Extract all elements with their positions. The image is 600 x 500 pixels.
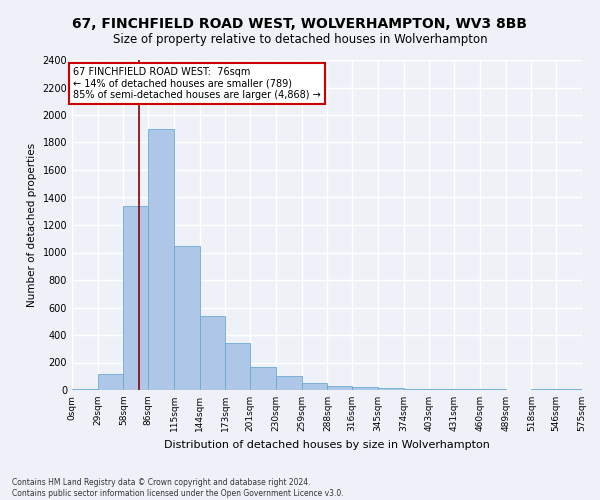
Bar xyxy=(200,316,226,390)
X-axis label: Distribution of detached houses by size in Wolverhampton: Distribution of detached houses by size … xyxy=(164,440,490,450)
Bar xyxy=(378,388,404,390)
Text: Contains HM Land Registry data © Crown copyright and database right 2024.
Contai: Contains HM Land Registry data © Crown c… xyxy=(12,478,344,498)
Y-axis label: Number of detached properties: Number of detached properties xyxy=(27,143,37,307)
Text: Size of property relative to detached houses in Wolverhampton: Size of property relative to detached ho… xyxy=(113,32,487,46)
Bar xyxy=(352,387,378,390)
Text: 67, FINCHFIELD ROAD WEST, WOLVERHAMPTON, WV3 8BB: 67, FINCHFIELD ROAD WEST, WOLVERHAMPTON,… xyxy=(73,18,527,32)
Bar xyxy=(72,388,98,390)
Bar xyxy=(454,388,480,390)
Bar xyxy=(98,374,124,390)
Bar xyxy=(404,388,430,390)
Text: 67 FINCHFIELD ROAD WEST:  76sqm
← 14% of detached houses are smaller (789)
85% o: 67 FINCHFIELD ROAD WEST: 76sqm ← 14% of … xyxy=(73,67,320,100)
Bar xyxy=(328,386,352,390)
Bar xyxy=(276,376,302,390)
Bar xyxy=(250,366,276,390)
Bar xyxy=(148,128,174,390)
Bar xyxy=(226,343,250,390)
Bar xyxy=(174,246,200,390)
Bar xyxy=(302,383,328,390)
Bar xyxy=(124,206,148,390)
